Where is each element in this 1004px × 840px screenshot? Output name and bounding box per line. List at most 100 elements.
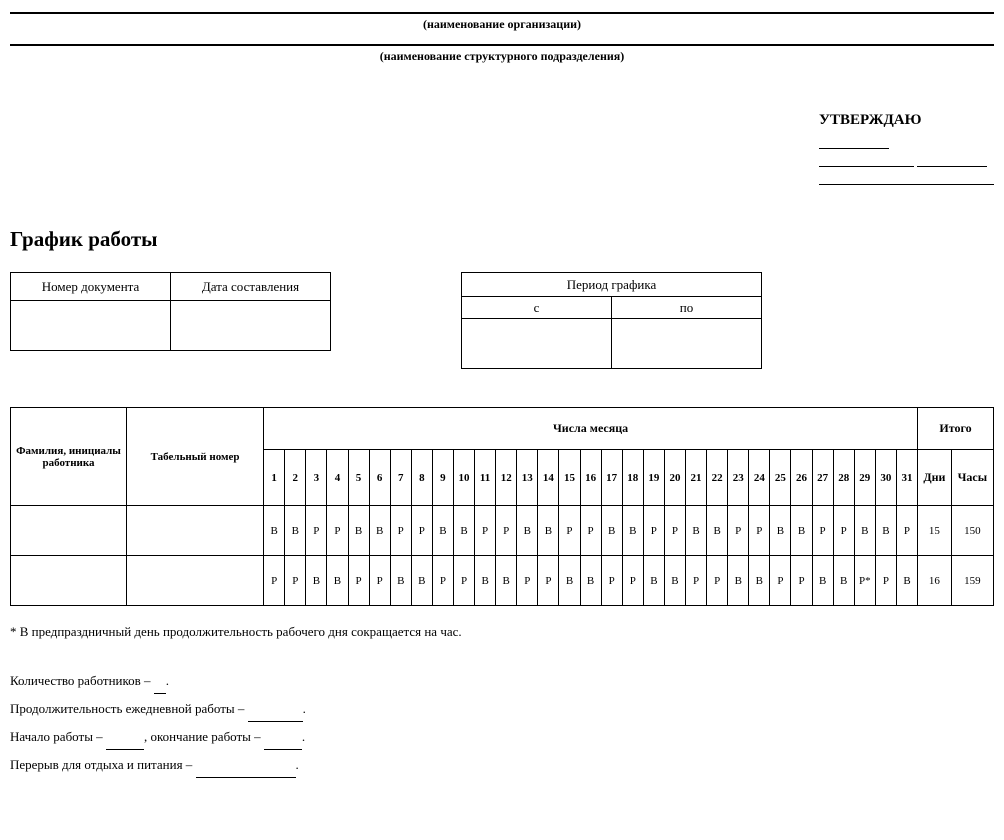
- day-num-11: 11: [475, 450, 496, 506]
- approve-line-2: [819, 151, 994, 167]
- info-line-3: Начало работы – , окончание работы – .: [10, 724, 994, 750]
- meta-docnum-head: Номер документа: [11, 273, 171, 301]
- table-row: РРВВРРВВРРВВРРВВРРВВРРВВРРВВР*РВ16159: [11, 556, 994, 606]
- cell-day: Р: [264, 556, 285, 606]
- schedule-body: ВВРРВВРРВВРРВВРРВВРРВВРРВВРРВВР15150РРВВ…: [11, 506, 994, 606]
- cell-day: Р: [643, 506, 664, 556]
- cell-tabnum: [127, 556, 264, 606]
- cell-day: Р: [348, 556, 369, 606]
- cell-day: Р: [770, 556, 791, 606]
- info-line-4: Перерыв для отдыха и питания – .: [10, 752, 994, 778]
- cell-day: Р: [601, 556, 622, 606]
- col-hours-head: Часы: [951, 450, 993, 506]
- day-num-23: 23: [728, 450, 749, 506]
- cell-day: В: [580, 556, 601, 606]
- cell-day: В: [770, 506, 791, 556]
- day-num-19: 19: [643, 450, 664, 506]
- info3-b: , окончание работы –: [144, 729, 264, 744]
- cell-day: Р: [896, 506, 917, 556]
- day-num-5: 5: [348, 450, 369, 506]
- cell-day: В: [306, 556, 327, 606]
- cell-day: В: [327, 556, 348, 606]
- day-num-31: 31: [896, 450, 917, 506]
- meta-left-table: Номер документа Дата составления: [10, 272, 331, 351]
- dept-caption: (наименование структурного подразделения…: [10, 46, 994, 72]
- day-num-25: 25: [770, 450, 791, 506]
- meta-date-val: [171, 301, 331, 351]
- cell-day: В: [875, 506, 896, 556]
- meta-tables: Номер документа Дата составления Период …: [10, 272, 994, 369]
- cell-day: Р: [285, 556, 306, 606]
- day-num-14: 14: [538, 450, 559, 506]
- day-num-4: 4: [327, 450, 348, 506]
- meta-docnum-val: [11, 301, 171, 351]
- day-num-26: 26: [791, 450, 812, 506]
- cell-day: Р: [306, 506, 327, 556]
- cell-day: В: [411, 556, 432, 606]
- period-from-label: с: [462, 297, 612, 319]
- day-num-30: 30: [875, 450, 896, 506]
- info3-a: Начало работы –: [10, 729, 106, 744]
- cell-day: Р: [517, 556, 538, 606]
- info1-b: .: [166, 673, 169, 688]
- cell-day: В: [348, 506, 369, 556]
- approve-line-1: [819, 133, 994, 149]
- cell-day: В: [559, 556, 580, 606]
- cell-day: В: [496, 556, 517, 606]
- cell-day: В: [517, 506, 538, 556]
- approve-title: УТВЕРЖДАЮ: [819, 112, 994, 129]
- col-days-head: Дни: [918, 450, 952, 506]
- cell-day: В: [601, 506, 622, 556]
- cell-day: Р: [369, 556, 390, 606]
- col-tabnum-head: Табельный номер: [127, 408, 264, 506]
- cell-day: Р*: [854, 556, 875, 606]
- day-num-22: 22: [707, 450, 728, 506]
- cell-tabnum: [127, 506, 264, 556]
- day-num-28: 28: [833, 450, 854, 506]
- cell-day: Р: [475, 506, 496, 556]
- cell-day: В: [432, 506, 453, 556]
- period-from-val: [462, 319, 612, 369]
- meta-date-head: Дата составления: [171, 273, 331, 301]
- cell-day: Р: [749, 506, 770, 556]
- cell-day: Р: [496, 506, 517, 556]
- day-num-12: 12: [496, 450, 517, 506]
- cell-total-hours: 159: [951, 556, 993, 606]
- cell-total-days: 15: [918, 506, 952, 556]
- cell-day: В: [749, 556, 770, 606]
- period-to-label: по: [612, 297, 762, 319]
- cell-day: Р: [580, 506, 601, 556]
- col-total-head: Итого: [918, 408, 994, 450]
- cell-name: [11, 506, 127, 556]
- doc-title: График работы: [10, 227, 994, 252]
- approve-block: УТВЕРЖДАЮ: [10, 112, 994, 185]
- cell-day: В: [285, 506, 306, 556]
- cell-day: В: [833, 556, 854, 606]
- cell-day: В: [854, 506, 875, 556]
- day-num-9: 9: [432, 450, 453, 506]
- day-num-8: 8: [411, 450, 432, 506]
- cell-day: В: [728, 556, 749, 606]
- cell-day: В: [390, 556, 411, 606]
- day-num-29: 29: [854, 450, 875, 506]
- info2-a: Продолжительность ежедневной работы –: [10, 701, 248, 716]
- day-num-27: 27: [812, 450, 833, 506]
- footnote: * В предпраздничный день продолжительнос…: [10, 624, 994, 640]
- approve-line-3: [819, 169, 994, 185]
- cell-day: В: [791, 506, 812, 556]
- cell-day: Р: [622, 556, 643, 606]
- cell-day: Р: [812, 506, 833, 556]
- cell-day: Р: [453, 556, 474, 606]
- cell-day: Р: [875, 556, 896, 606]
- info3-c: .: [302, 729, 305, 744]
- info-line-2: Продолжительность ежедневной работы – .: [10, 696, 994, 722]
- col-name-head: Фамилия, инициалы работника: [11, 408, 127, 506]
- info-lines: Количество работников – . Продолжительно…: [10, 668, 994, 778]
- cell-day: Р: [664, 506, 685, 556]
- cell-day: Р: [686, 556, 707, 606]
- col-dates-head: Числа месяца: [264, 408, 918, 450]
- schedule-table: Фамилия, инициалы работника Табельный но…: [10, 407, 994, 606]
- cell-day: Р: [833, 506, 854, 556]
- info2-b: .: [303, 701, 306, 716]
- cell-day: В: [475, 556, 496, 606]
